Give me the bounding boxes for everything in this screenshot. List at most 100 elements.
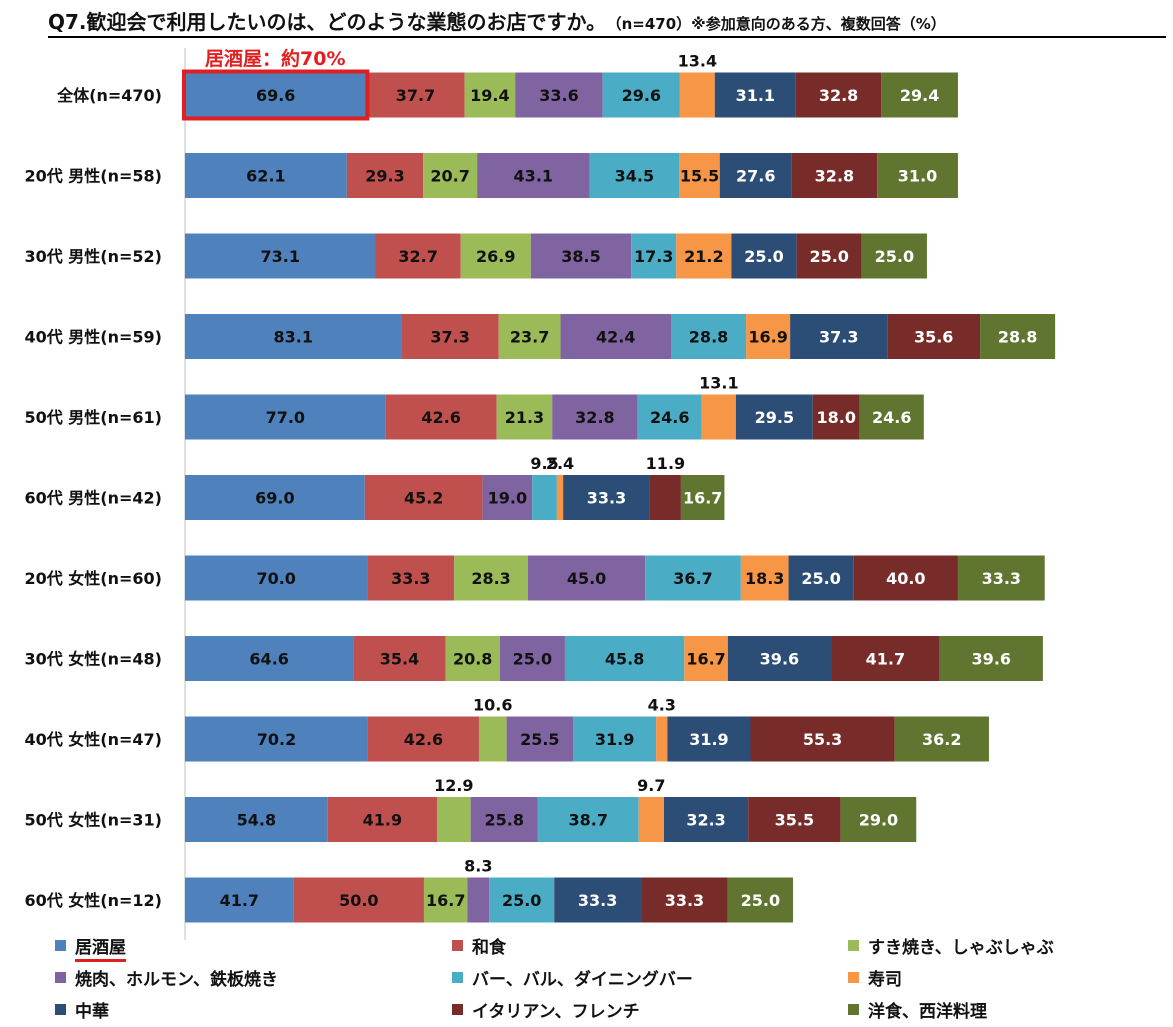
bar-segment: [445, 636, 500, 681]
data-label: 15.5: [680, 167, 719, 186]
bar-segment: [346, 153, 424, 198]
highlight-box: [182, 69, 370, 121]
chart-title-sub: （n=470）※参加意向のある方、複数回答（%）: [614, 15, 946, 33]
data-label: 70.0: [256, 569, 295, 588]
data-label: 42.6: [421, 408, 460, 427]
bar-segment: [423, 153, 478, 198]
data-label: 13.1: [699, 374, 738, 393]
data-label: 42.6: [404, 730, 443, 749]
data-label: 35.6: [914, 328, 953, 347]
bar-segment: [327, 797, 438, 842]
bar-segment: [859, 394, 924, 440]
data-label: 16.7: [686, 650, 725, 669]
bar-segment: [482, 475, 533, 520]
data-label: 27.6: [736, 167, 775, 186]
data-label: 12.9: [434, 776, 473, 795]
data-label: 4.3: [648, 696, 676, 715]
data-label: 43.1: [514, 167, 553, 186]
bar-segment: [796, 233, 862, 279]
data-label: 33.3: [982, 569, 1021, 588]
bar-segment: [887, 314, 981, 359]
bar-segment: [563, 475, 650, 520]
data-label: 50.0: [339, 891, 378, 910]
data-label: 41.7: [866, 650, 905, 669]
data-label: 55.3: [803, 730, 842, 749]
data-label: 26.9: [476, 247, 515, 266]
bar-segment: [478, 716, 507, 762]
bar-segment: [877, 153, 958, 198]
data-label: 38.7: [569, 811, 608, 830]
bar-segment: [637, 394, 702, 440]
bar-segment: [740, 555, 789, 601]
category-label: 30代 男性(n=52): [24, 247, 162, 266]
bar-segment: [589, 153, 680, 198]
data-label: 29.5: [755, 408, 794, 427]
bar-segment: [552, 394, 638, 440]
data-label: 29.3: [365, 167, 404, 186]
bar-segment: [719, 153, 792, 198]
data-label: 23.7: [510, 328, 549, 347]
data-label: 19.4: [470, 86, 509, 105]
bar-segment: [385, 394, 497, 440]
bar-segment: [795, 72, 882, 118]
data-label: 64.6: [249, 650, 288, 669]
bar-segment: [656, 716, 668, 762]
bar-segment: [748, 797, 841, 842]
data-label: 73.1: [261, 247, 300, 266]
data-label: 25.0: [744, 247, 783, 266]
bar-segment: [560, 314, 672, 359]
data-label: 32.8: [819, 86, 858, 105]
data-label: 62.1: [246, 167, 285, 186]
chart-title-main: Q7.歓迎会で利用したいのは、どのような業態のお店ですか。: [48, 10, 607, 34]
bar-segment: [812, 394, 860, 440]
data-label: 39.6: [760, 650, 799, 669]
bar-segment: [464, 72, 516, 118]
bar-segment: [649, 475, 681, 520]
data-label: 31.1: [736, 86, 775, 105]
bar-segment: [680, 475, 725, 520]
bar-segment: [367, 716, 479, 762]
category-label: 40代 女性(n=47): [24, 730, 162, 749]
bar-segment: [375, 233, 461, 279]
bar-segment: [679, 153, 720, 198]
bar-segment: [185, 314, 402, 359]
bar-segment: [437, 797, 471, 842]
bar-segment: [470, 797, 538, 842]
bar-segment: [498, 314, 561, 359]
bar-segment: [489, 877, 555, 923]
data-label: 41.7: [220, 891, 259, 910]
bar-segment: [185, 153, 347, 198]
bar-segment: [185, 797, 328, 842]
data-label: 13.4: [678, 52, 717, 71]
bar-segment: [185, 475, 365, 520]
bar-segment: [663, 797, 749, 842]
bar-segment: [185, 394, 386, 440]
data-label: 45.0: [567, 569, 606, 588]
data-label: 20.7: [430, 167, 469, 186]
bar-segment: [641, 877, 728, 923]
bar-segment: [676, 233, 732, 279]
data-label: 33.3: [587, 489, 626, 508]
data-label: 28.3: [471, 569, 510, 588]
data-label: 9.5: [530, 454, 558, 473]
data-label: 40.0: [886, 569, 925, 588]
data-label: 83.1: [274, 328, 313, 347]
data-label: 31.0: [898, 167, 937, 186]
bar-segment: [554, 877, 642, 923]
bar-segment: [790, 314, 888, 359]
data-label: 16.7: [426, 891, 465, 910]
bar-segment: [454, 555, 528, 601]
bar-segment: [881, 72, 958, 118]
bar-segment: [573, 716, 657, 762]
bar-segment: [731, 233, 797, 279]
bar-segment: [980, 314, 1056, 359]
data-label: 28.8: [689, 328, 728, 347]
data-label: 11.9: [646, 454, 685, 473]
category-label: 全体(n=470): [56, 86, 162, 105]
data-label: 38.5: [561, 247, 600, 266]
bar-segment: [714, 72, 796, 118]
bar-segment: [530, 233, 632, 279]
data-label: 24.6: [872, 408, 911, 427]
data-label: 28.8: [998, 328, 1037, 347]
